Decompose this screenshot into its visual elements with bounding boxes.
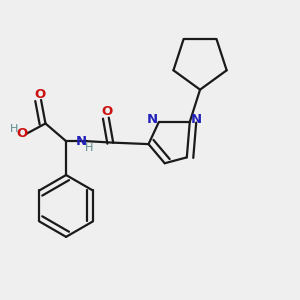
Text: N: N — [147, 113, 158, 126]
Text: O: O — [102, 105, 113, 118]
Text: O: O — [16, 127, 28, 140]
Text: H: H — [10, 124, 18, 134]
Text: N: N — [76, 135, 87, 148]
Text: H: H — [85, 142, 93, 153]
Text: N: N — [191, 113, 202, 126]
Text: O: O — [35, 88, 46, 100]
